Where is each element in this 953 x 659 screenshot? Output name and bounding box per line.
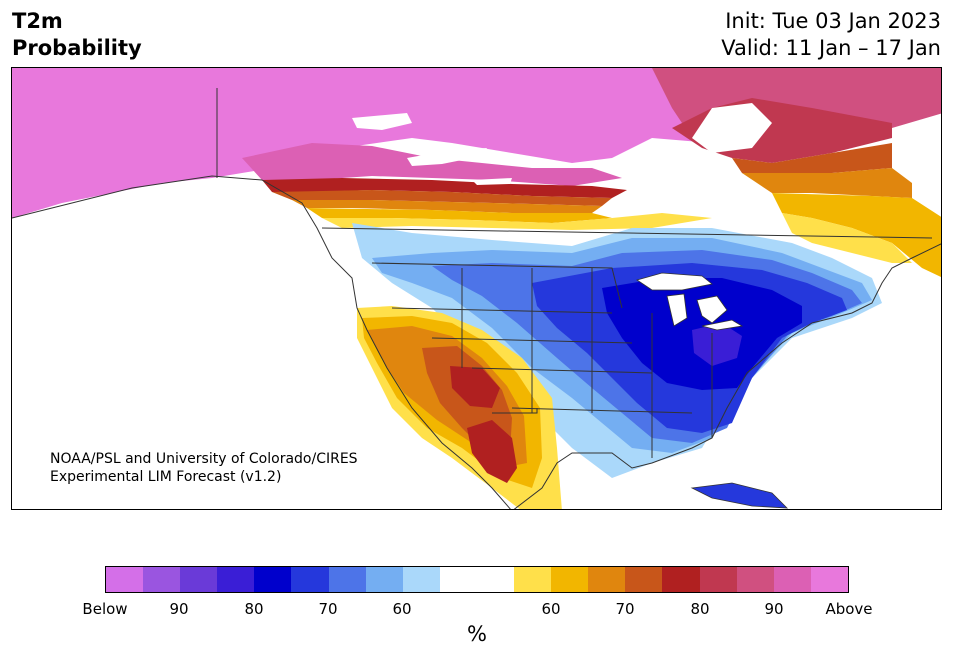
colorbar-swatch (402, 567, 440, 592)
colorbar-label-above-80: 80 (690, 600, 710, 618)
colorbar-label-below-70: 70 (318, 600, 338, 618)
title-line-2: Probability (12, 36, 142, 60)
valid-date: Valid: 11 Jan – 17 Jan (721, 36, 941, 60)
colorbar-label-above-90: 90 (764, 600, 784, 618)
great-lakes (636, 272, 744, 331)
forecast-dates: Init: Tue 03 Jan 2023 Valid: 11 Jan – 17… (721, 8, 941, 62)
forecast-map: NOAA/PSL and University of Colorado/CIRE… (11, 67, 942, 510)
prob-band-above-70 (272, 190, 612, 206)
colorbar-label-below-60: 60 (392, 600, 412, 618)
colorbar-swatch (143, 567, 181, 592)
colorbar-swatch (476, 567, 515, 592)
arctic-lake-1 (352, 113, 412, 130)
prob-band-above-65-east (742, 168, 912, 198)
map-title: T2m Probability (12, 8, 142, 62)
prob-band-above-55 (322, 213, 712, 230)
colorbar-swatch (662, 567, 700, 592)
colorbar-swatch (699, 567, 737, 592)
colorbar-label-above: Above (825, 600, 873, 618)
hudson-bay (692, 103, 772, 153)
cuba (690, 482, 789, 509)
prob-band-above-65 (292, 200, 602, 213)
prob-band-above-60 (307, 208, 612, 223)
colorbar-swatch (106, 567, 144, 592)
prob-band-above-55-east (782, 213, 912, 263)
colorbar-swatch (180, 567, 218, 592)
colorbar-swatch (810, 567, 848, 592)
colorbar-swatch (773, 567, 811, 592)
colorbar-swatch (514, 567, 552, 592)
colorbar-swatch (365, 567, 403, 592)
colorbar-swatch (217, 567, 255, 592)
colorbar-swatch (291, 567, 329, 592)
probability-colorbar (105, 566, 849, 593)
prob-band-below-80 (692, 323, 742, 366)
credit-line-2: Experimental LIM Forecast (v1.2) (50, 469, 282, 485)
arctic-lake-2 (407, 148, 487, 166)
map-credit: NOAA/PSL and University of Colorado/CIRE… (50, 450, 358, 486)
colorbar-swatch (736, 567, 774, 592)
title-line-1: T2m (12, 9, 63, 33)
colorbar-label-above-60: 60 (541, 600, 561, 618)
prob-band-above-75 (262, 178, 627, 198)
colorbar-label-below: Below (82, 600, 128, 618)
colorbar-swatch (588, 567, 626, 592)
colorbar-swatch (625, 567, 663, 592)
colorbar-label-below-80: 80 (244, 600, 264, 618)
map-canvas (12, 68, 941, 509)
colorbar-label-above-70: 70 (615, 600, 635, 618)
arctic-lake-3 (472, 178, 512, 185)
credit-line-1: NOAA/PSL and University of Colorado/CIRE… (50, 451, 358, 467)
colorbar-swatch (551, 567, 589, 592)
colorbar-swatch (328, 567, 366, 592)
prob-band-above-75-sw (450, 366, 500, 408)
prob-band-above-60-east (772, 193, 941, 278)
init-date: Init: Tue 03 Jan 2023 (725, 9, 941, 33)
colorbar-unit: % (467, 622, 487, 646)
map-boundaries (12, 88, 941, 509)
colorbar-label-below-90: 90 (169, 600, 189, 618)
colorbar-swatch (254, 567, 292, 592)
prob-band-above-70-east (732, 143, 892, 178)
colorbar-swatch (439, 567, 477, 592)
prob-band-above-75-mexico (467, 420, 517, 483)
